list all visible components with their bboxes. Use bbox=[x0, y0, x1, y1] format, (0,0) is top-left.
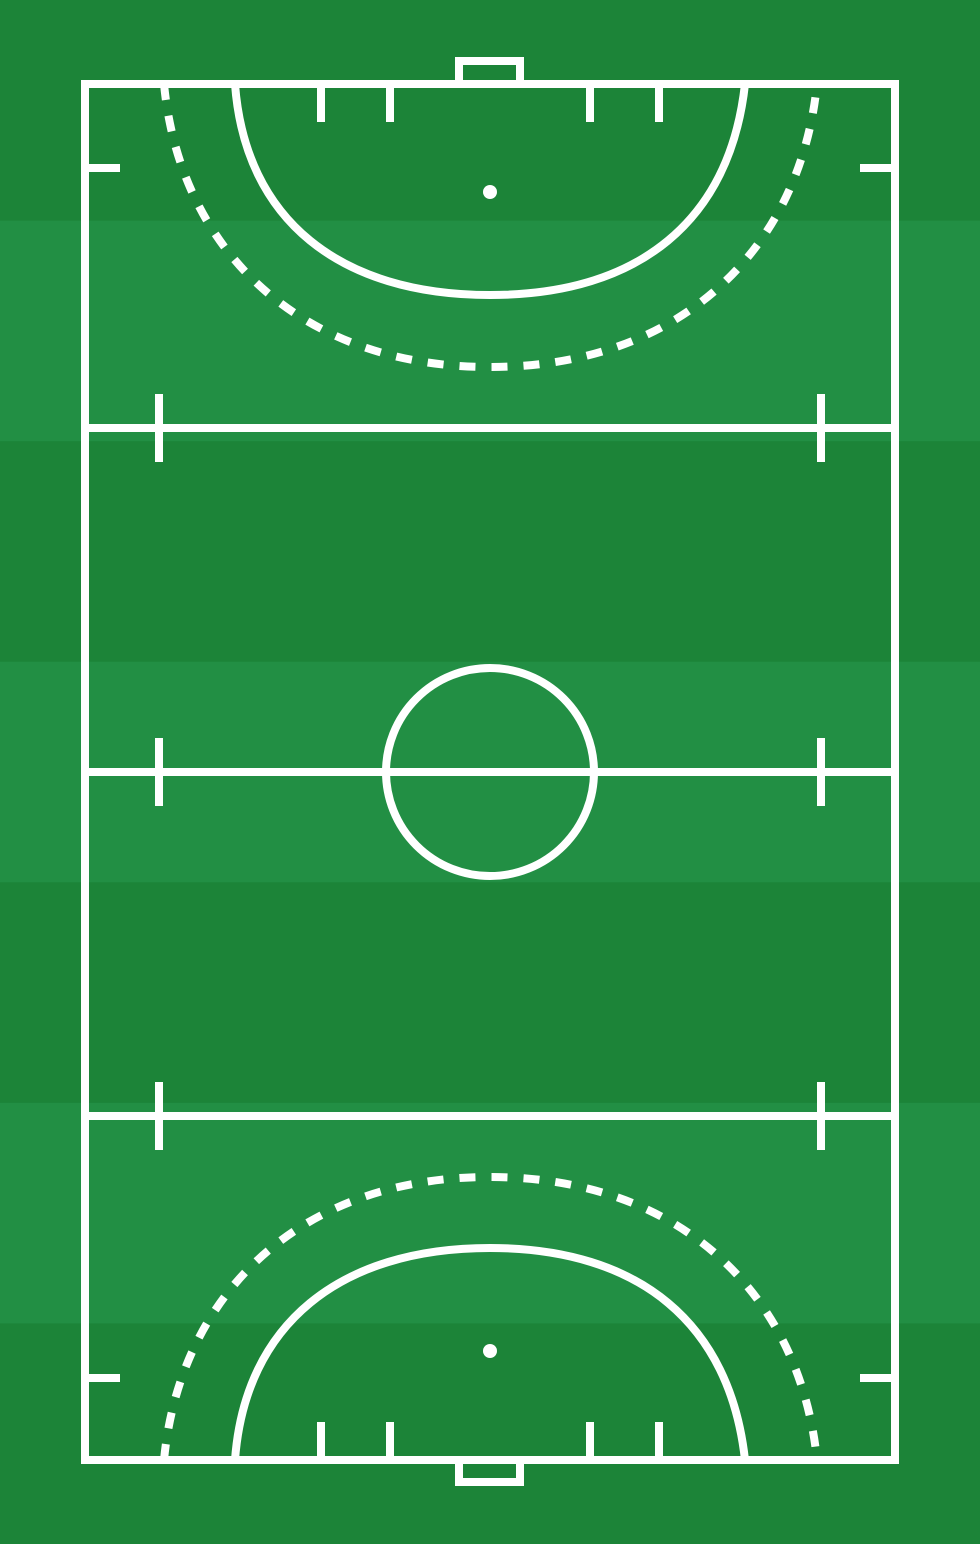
grass-stripe bbox=[0, 220, 980, 443]
grass-stripe bbox=[0, 441, 980, 663]
top-goal bbox=[455, 57, 524, 84]
grass-stripe bbox=[0, 1102, 980, 1325]
bottom-dashed-circle bbox=[160, 1172, 821, 1461]
grass-stripe bbox=[0, 882, 980, 1104]
center-circle bbox=[382, 664, 598, 880]
top-shooting-circle bbox=[231, 83, 749, 300]
bottom-penalty-spot bbox=[483, 1344, 497, 1358]
bottom-goal bbox=[455, 1460, 524, 1486]
bottom-shooting-circle bbox=[231, 1243, 749, 1461]
top-dashed-circle bbox=[160, 83, 821, 372]
pitch-markings bbox=[81, 57, 899, 1486]
top-penalty-spot bbox=[483, 185, 497, 199]
